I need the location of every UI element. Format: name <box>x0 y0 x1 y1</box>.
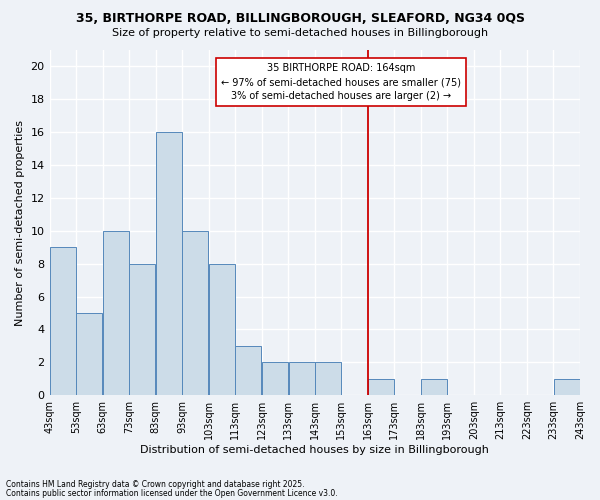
Bar <box>554 379 580 395</box>
Text: Contains public sector information licensed under the Open Government Licence v3: Contains public sector information licen… <box>6 488 338 498</box>
Text: Size of property relative to semi-detached houses in Billingborough: Size of property relative to semi-detach… <box>112 28 488 38</box>
Bar <box>182 231 208 395</box>
Bar <box>50 248 76 395</box>
Text: Contains HM Land Registry data © Crown copyright and database right 2025.: Contains HM Land Registry data © Crown c… <box>6 480 305 489</box>
Text: 35, BIRTHORPE ROAD, BILLINGBOROUGH, SLEAFORD, NG34 0QS: 35, BIRTHORPE ROAD, BILLINGBOROUGH, SLEA… <box>76 12 524 26</box>
Bar <box>368 379 394 395</box>
Y-axis label: Number of semi-detached properties: Number of semi-detached properties <box>15 120 25 326</box>
Bar <box>235 346 262 395</box>
Bar <box>209 264 235 395</box>
Bar <box>315 362 341 395</box>
Text: 35 BIRTHORPE ROAD: 164sqm
← 97% of semi-detached houses are smaller (75)
3% of s: 35 BIRTHORPE ROAD: 164sqm ← 97% of semi-… <box>221 63 461 101</box>
Bar <box>289 362 314 395</box>
Bar <box>421 379 447 395</box>
X-axis label: Distribution of semi-detached houses by size in Billingborough: Distribution of semi-detached houses by … <box>140 445 489 455</box>
Bar <box>76 313 103 395</box>
Bar <box>130 264 155 395</box>
Bar <box>156 132 182 395</box>
Bar <box>103 231 129 395</box>
Bar <box>262 362 288 395</box>
